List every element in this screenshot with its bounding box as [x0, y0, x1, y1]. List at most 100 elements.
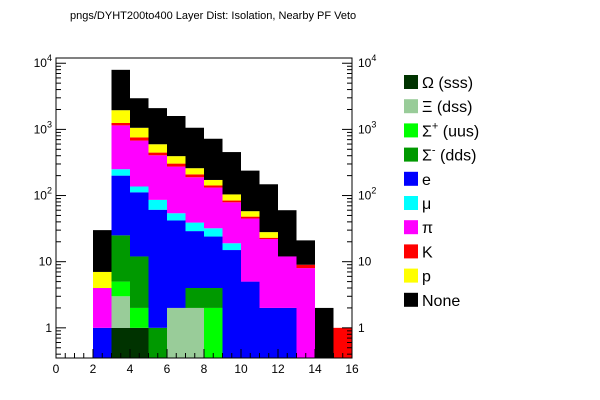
bar-sss-bin-1: [111, 327, 130, 358]
bar-x-bin-6: [204, 228, 223, 237]
bar-p-bin-5: [185, 168, 204, 175]
bar-k-bin-13: [333, 327, 352, 358]
bar-x-bin-5: [185, 222, 204, 232]
y-tick-label-left: 104: [34, 53, 52, 70]
axes: 0 2 4 6 8 10 12 14 16 1 1 10 10 102 102 103 103 104 104: [34, 53, 377, 376]
bar-sss-bin-2: [130, 327, 149, 358]
bar-dss-bin-4: [167, 307, 186, 358]
bar-x-bin-7: [222, 202, 241, 244]
bar-dss-bin-5: [185, 307, 204, 358]
bar-none-bin-10: [278, 210, 297, 257]
bar-k-bin-8: [241, 216, 260, 219]
bar-dds-bin-2: [130, 256, 149, 308]
bar-none-bin-7: [222, 152, 241, 195]
bar-p-bin-6: [204, 179, 223, 186]
x-tick-label: 6: [164, 362, 171, 376]
bar-x-bin-10: [278, 256, 297, 308]
x-tick-label: 0: [53, 362, 60, 376]
legend-swatch-p: [404, 268, 418, 283]
bar-none-bin-0: [93, 230, 112, 272]
y-tick-label-left: 103: [34, 119, 52, 136]
bar-p-bin-7: [222, 194, 241, 201]
bar-e-bin-0: [93, 327, 112, 358]
bar-x-bin-4: [167, 166, 186, 214]
bar-x-bin-1: [111, 169, 130, 176]
bar-k-bin-2: [130, 137, 149, 141]
bar-dds-bin-3: [148, 327, 167, 358]
bar-p-bin-3: [148, 144, 167, 153]
legend-swatch-uus: [404, 123, 418, 138]
y-tick-label-right: 10: [358, 255, 372, 269]
bar-none-bin-8: [241, 170, 260, 212]
bar-none-bin-3: [148, 108, 167, 145]
legend-swatch-x: [404, 196, 418, 210]
legend-label-uus: Σ+ (uus): [422, 120, 479, 140]
bar-none-bin-6: [204, 138, 223, 180]
bar-p-bin-0: [93, 271, 112, 289]
bar-none-bin-12: [315, 307, 334, 358]
bar-p-bin-9: [259, 232, 278, 238]
bar-x-bin-2: [130, 140, 149, 187]
bar-uus-bin-1: [111, 281, 130, 297]
bar-e-bin-7: [222, 250, 241, 358]
bar-p-bin-1: [111, 110, 130, 123]
bar-x-bin-4: [167, 213, 186, 221]
legend-swatch-sss: [404, 75, 418, 89]
bar-none-bin-2: [130, 98, 149, 128]
bar-k-bin-3: [148, 152, 167, 156]
x-tick-label: 2: [90, 362, 97, 376]
legend-label-dss: Ξ (dss): [422, 99, 472, 116]
bar-none-bin-9: [259, 184, 278, 233]
bar-dds-bin-6: [204, 288, 223, 308]
bar-dss-bin-1: [111, 296, 130, 328]
legend-label-x: μ: [422, 196, 431, 213]
bar-k-bin-6: [204, 185, 223, 188]
bar-e-bin-2: [130, 192, 149, 257]
chart-title: pngs/DYHT200to400 Layer Dist: Isolation,…: [70, 10, 356, 22]
x-tick-label: 4: [127, 362, 134, 376]
bar-e-bin-8: [241, 281, 260, 358]
bar-dds-bin-5: [185, 288, 204, 308]
legend-label-dds: Σ- (dds): [422, 145, 476, 165]
bar-p-bin-4: [167, 156, 186, 164]
bar-e-bin-4: [167, 220, 186, 308]
bar-none-bin-11: [296, 240, 315, 265]
x-tick-label: 16: [345, 362, 359, 376]
y-tick-label-left: 10: [39, 255, 53, 269]
legend-swatch-k: [404, 244, 418, 259]
bar-e-bin-5: [185, 231, 204, 289]
bar-x-bin-6: [204, 187, 223, 229]
bar-none-bin-1: [111, 69, 130, 111]
legend-label-k: K: [422, 244, 433, 261]
bar-none-bin-5: [185, 127, 204, 169]
bar-x-bin-1: [111, 125, 130, 170]
bar-x-bin-8: [241, 218, 260, 282]
bar-x-bin-3: [148, 155, 167, 200]
bar-x-bin-2: [130, 186, 149, 193]
legend-swatch-dss: [404, 99, 418, 114]
bar-k-bin-5: [185, 174, 204, 178]
y-tick-label-right: 103: [358, 119, 376, 136]
bar-x-bin-11: [296, 268, 315, 358]
legend-label-e: e: [422, 172, 431, 189]
bar-k-bin-4: [167, 163, 186, 167]
bar-e-bin-6: [204, 236, 223, 289]
bar-x-bin-3: [148, 199, 167, 210]
bar-x-bin-0: [93, 288, 112, 328]
bar-p-bin-2: [130, 127, 149, 138]
legend-label-x: π: [422, 220, 433, 237]
bar-k-bin-1: [111, 122, 130, 126]
bar-x-bin-5: [185, 177, 204, 223]
bar-uus-bin-6: [204, 307, 223, 358]
x-tick-label: 10: [234, 362, 248, 376]
bar-x-bin-7: [222, 243, 241, 251]
bar-k-bin-7: [222, 200, 241, 203]
legend-label-sss: Ω (sss): [422, 75, 473, 92]
y-tick-label-right: 1: [358, 321, 365, 335]
y-tick-label-right: 102: [358, 186, 376, 203]
bar-uus-bin-2: [130, 307, 149, 328]
x-tick-label: 14: [308, 362, 322, 376]
x-tick-label: 12: [271, 362, 285, 376]
